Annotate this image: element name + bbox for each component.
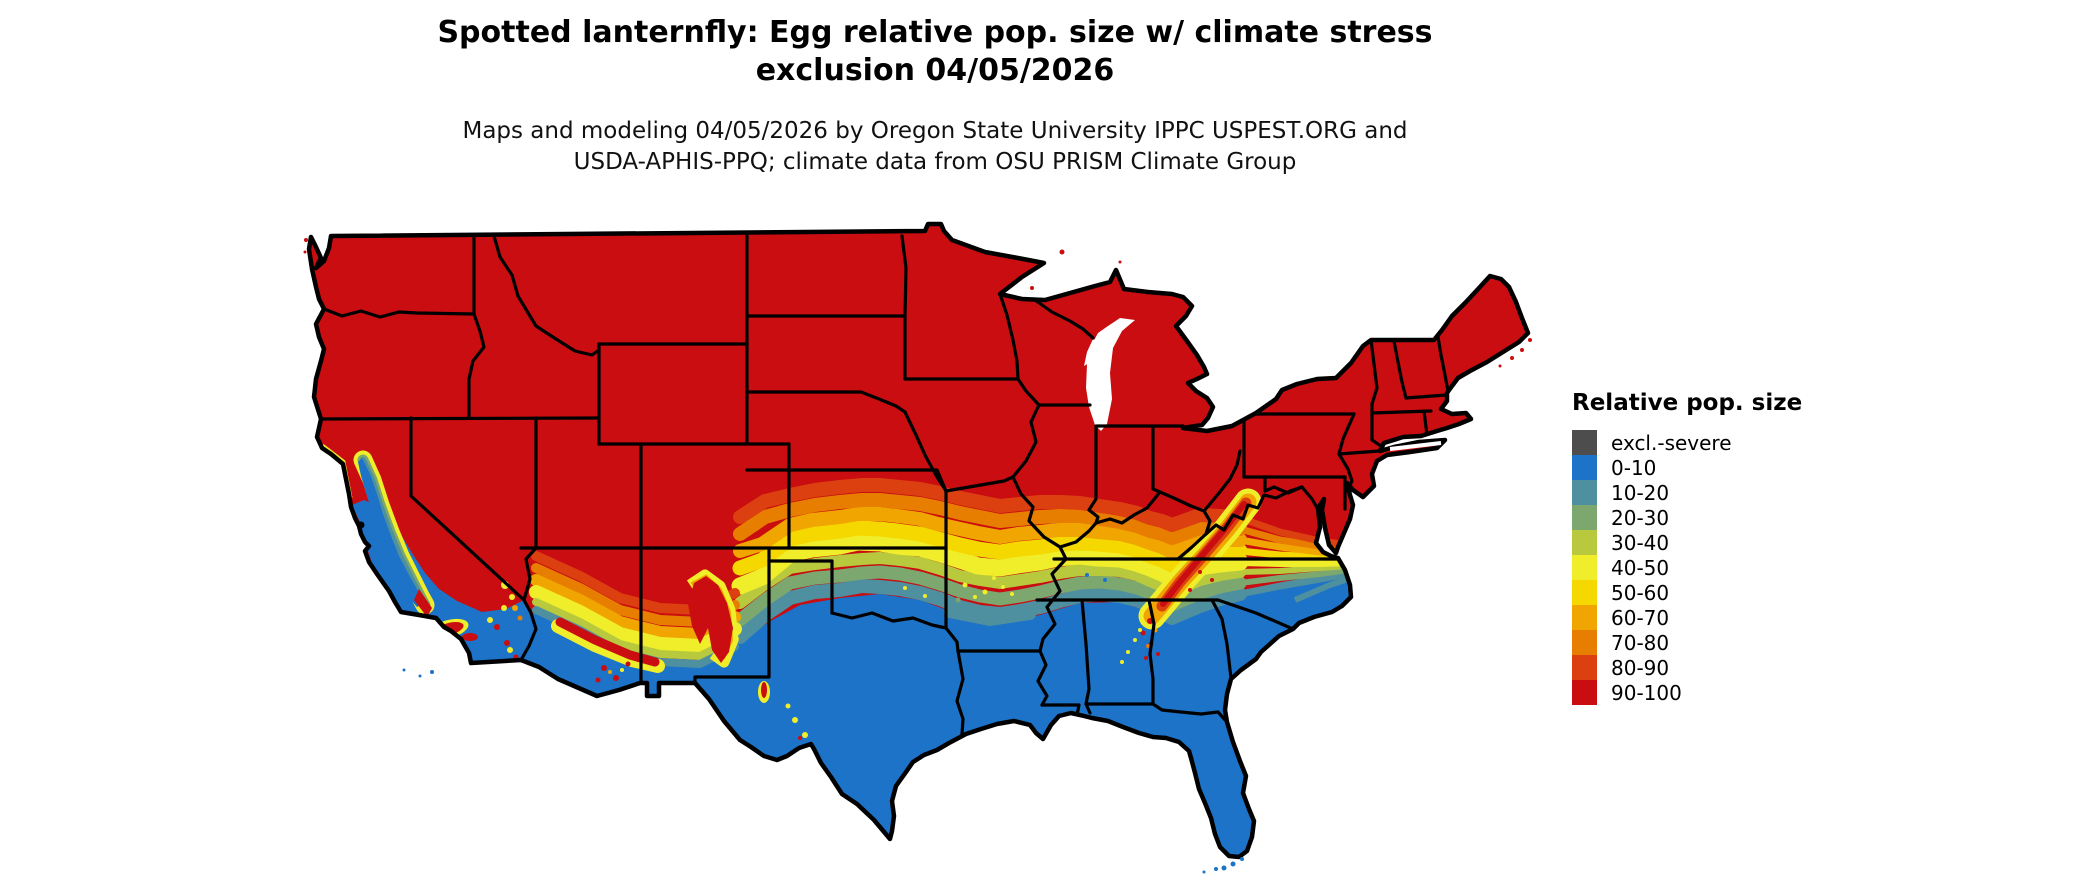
legend-label: 90-100 [1611,680,1682,705]
legend-label: 80-90 [1611,655,1670,680]
legend-label: 30-40 [1611,530,1670,555]
legend-swatch [1572,455,1597,480]
legend-item: 30-40 [1572,530,1832,555]
legend-item: excl.-severe [1572,430,1832,455]
raster-sky-islands [595,661,808,740]
legend-item: 90-100 [1572,680,1832,705]
legend: Relative pop. size excl.-severe 0-10 10-20… [1572,390,1832,705]
legend-title: Relative pop. size [1572,390,1803,416]
legend-item: 0-10 [1572,455,1832,480]
legend-swatch [1572,530,1597,555]
raster-nm-mountains [686,569,770,703]
map-raster-layers [309,224,1528,857]
legend-swatch [1572,480,1597,505]
offshore-speckles [303,238,1532,874]
state-borders [319,234,1450,736]
legend-label: excl.-severe [1611,430,1732,455]
legend-label: 70-80 [1611,630,1670,655]
legend-swatch [1572,605,1597,630]
legend-label: 0-10 [1611,455,1657,480]
header: Spotted lanternfly: Egg relative pop. si… [230,14,1640,178]
legend-item: 40-50 [1572,555,1832,580]
legend-swatch [1572,580,1597,605]
map-subtitle-line2: USDA-APHIS-PPQ; climate data from OSU PR… [573,149,1297,175]
map-subtitle: Maps and modeling 04/05/2026 by Oregon S… [230,116,1640,178]
legend-swatch [1572,680,1597,705]
legend-label: 20-30 [1611,505,1670,530]
legend-swatch [1572,655,1597,680]
raster-nc-coast [1292,576,1351,615]
legend-item: 20-30 [1572,505,1832,530]
lake-michigan [1084,318,1135,431]
legend-item: 70-80 [1572,630,1832,655]
legend-items: excl.-severe 0-10 10-20 20-30 30-40 40-50 50-6… [1572,430,1832,705]
map-title-line1: Spotted lanternfly: Egg relative pop. si… [437,15,1433,50]
map-subtitle-line1: Maps and modeling 04/05/2026 by Oregon S… [462,118,1408,144]
legend-label: 60-70 [1611,605,1670,630]
raster-ozarks [903,576,1036,627]
legend-item: 50-60 [1572,580,1832,605]
legend-swatch [1572,555,1597,580]
legend-label: 10-20 [1611,480,1670,505]
legend-item: 80-90 [1572,655,1832,680]
legend-swatch [1572,430,1597,455]
raster-california [320,444,536,661]
legend-item: 10-20 [1572,480,1832,505]
legend-item: 60-70 [1572,605,1832,630]
legend-label: 40-50 [1611,555,1670,580]
raster-nevada-speckle [501,581,524,634]
map-title-line2: exclusion 04/05/2026 [755,53,1115,88]
legend-label: 50-60 [1611,580,1670,605]
legend-swatch [1572,505,1597,530]
legend-swatch [1572,630,1597,655]
